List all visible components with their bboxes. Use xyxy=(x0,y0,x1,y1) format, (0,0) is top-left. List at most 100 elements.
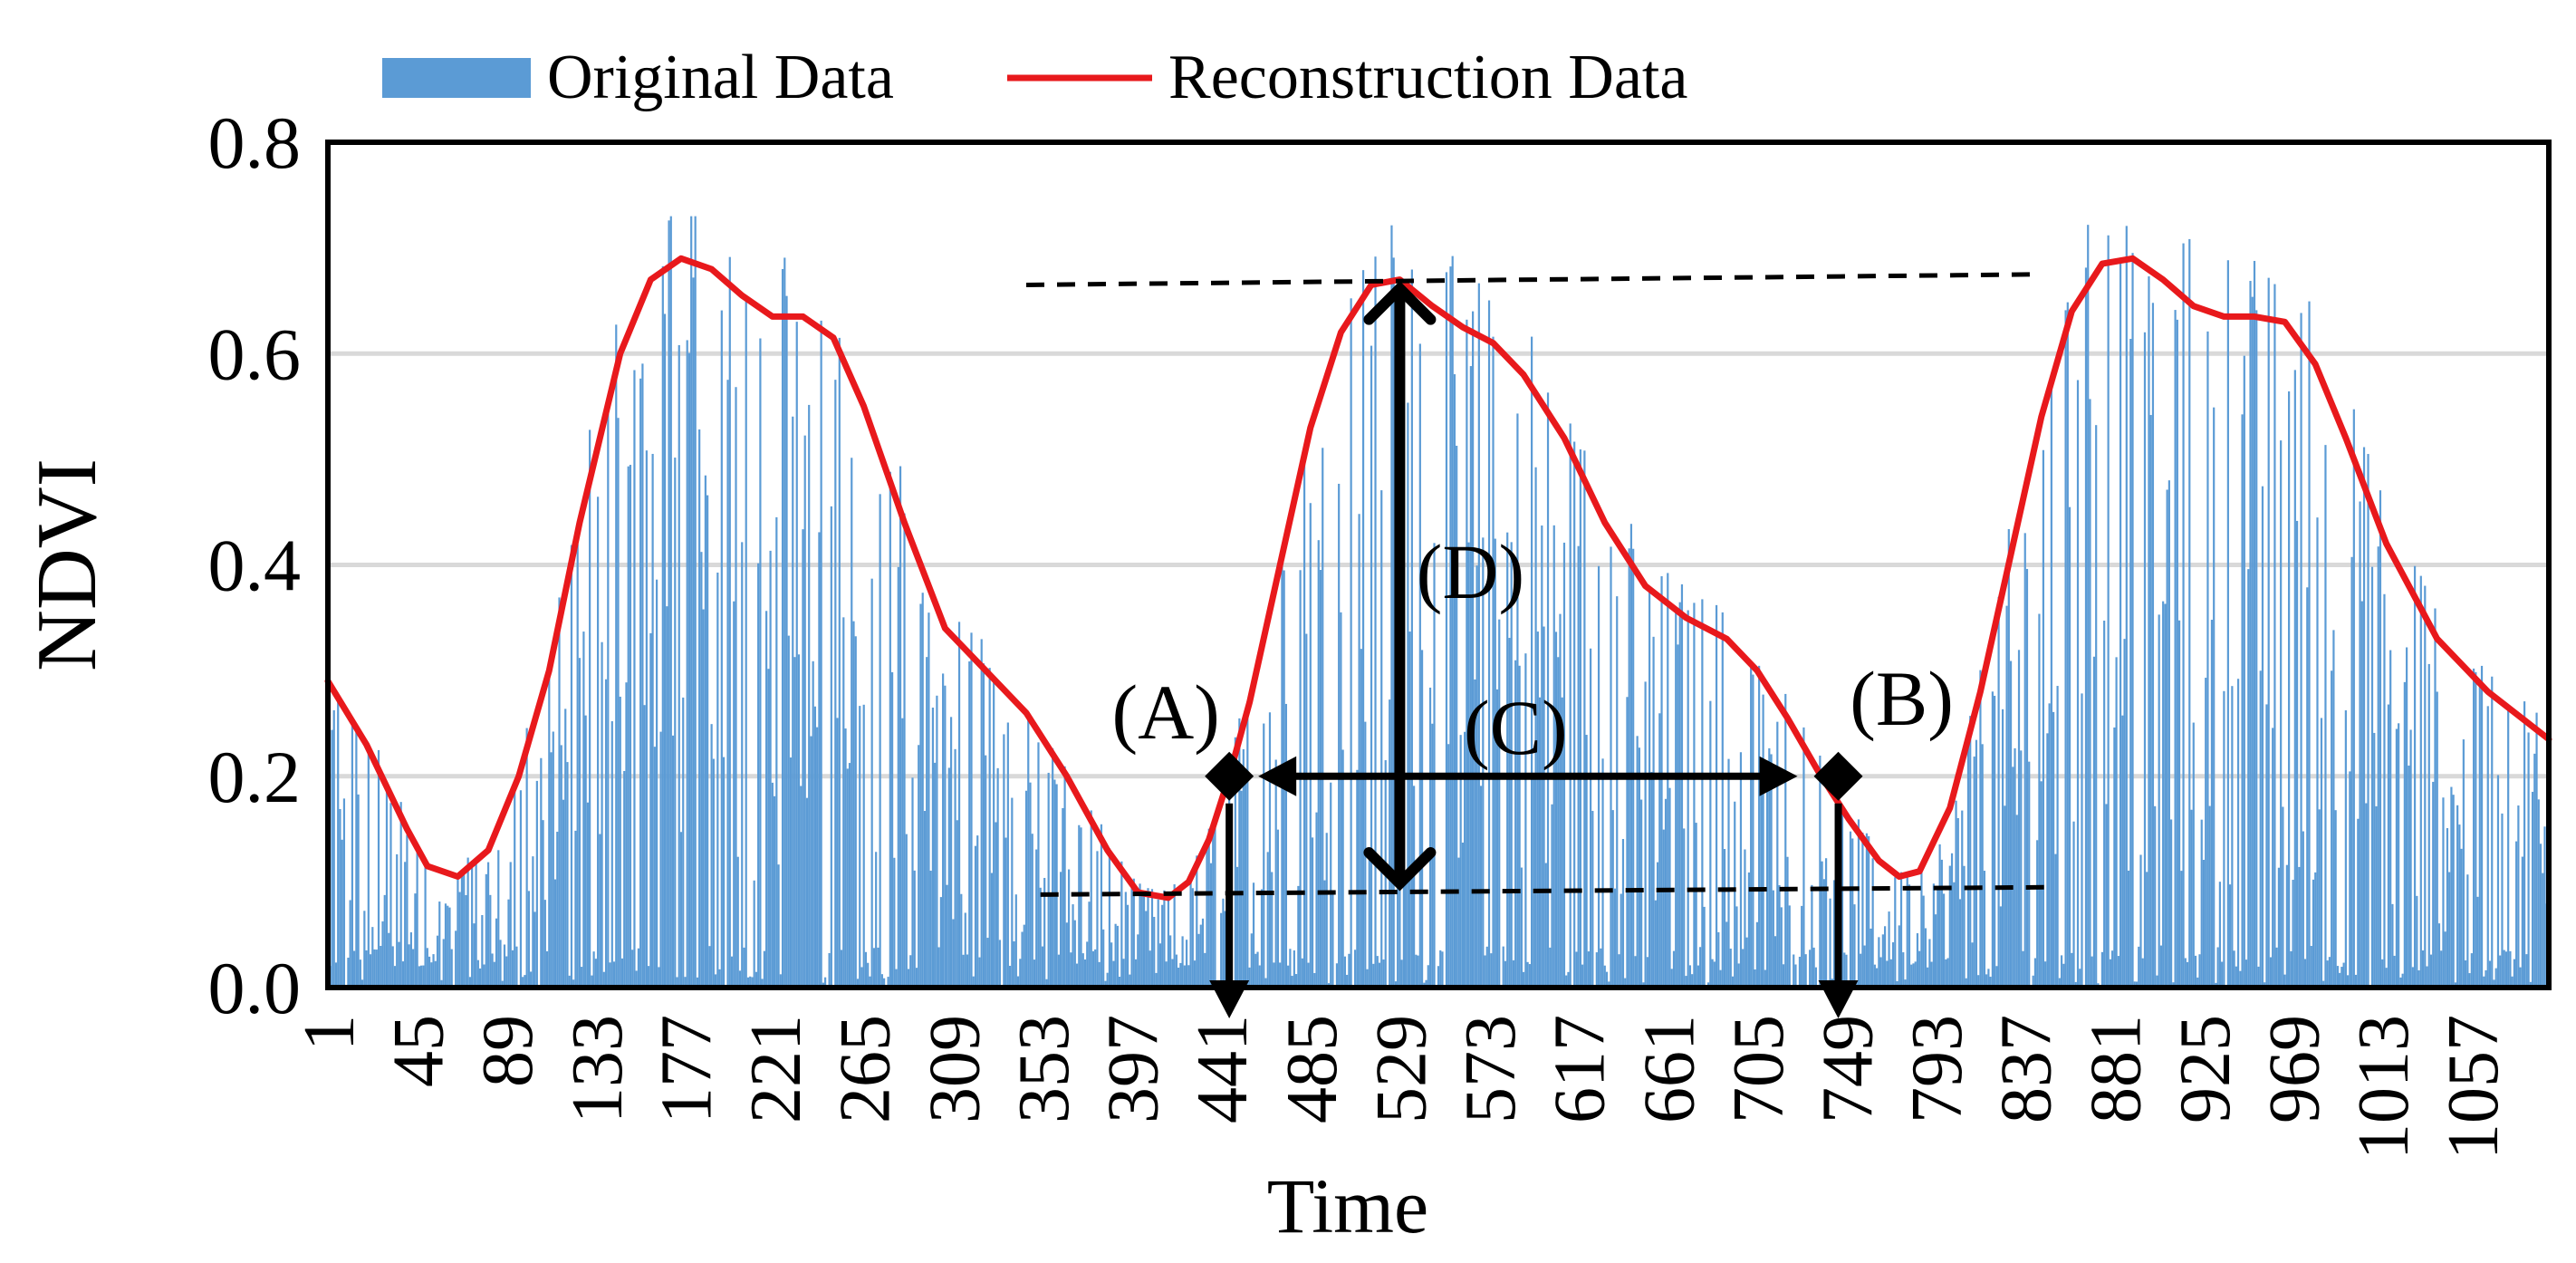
bar xyxy=(792,416,794,988)
bar xyxy=(1472,311,1475,988)
bar xyxy=(2121,715,2124,988)
bar xyxy=(1523,971,1525,988)
bar xyxy=(1616,596,1619,988)
bar xyxy=(761,979,764,988)
bar xyxy=(1677,644,1679,988)
bar xyxy=(1410,269,1413,988)
bar xyxy=(2357,818,2360,988)
bar xyxy=(1155,972,1158,988)
bar xyxy=(783,257,786,988)
bar xyxy=(2231,686,2234,988)
bar xyxy=(2485,969,2487,988)
bar xyxy=(586,802,589,988)
bar xyxy=(2314,872,2317,988)
bar xyxy=(499,940,502,988)
bar xyxy=(1654,900,1657,988)
bar xyxy=(645,450,648,988)
bar xyxy=(1169,935,1172,988)
x-tick-label: 1013 xyxy=(2344,1015,2424,1160)
bar xyxy=(1843,952,1846,988)
bar xyxy=(353,950,356,988)
bar xyxy=(2103,620,2106,988)
bar xyxy=(369,954,372,988)
bar xyxy=(1289,949,1292,988)
bar xyxy=(674,458,677,988)
bar xyxy=(1088,901,1091,988)
bar xyxy=(1510,542,1513,988)
bar xyxy=(1989,977,1992,988)
bar xyxy=(1611,810,1614,988)
bar xyxy=(2143,332,2147,988)
bar xyxy=(746,977,750,988)
bar xyxy=(2247,569,2250,988)
bar xyxy=(412,949,415,988)
bar xyxy=(1315,812,1318,988)
bar xyxy=(824,977,827,988)
bar xyxy=(2446,828,2449,988)
bar xyxy=(2331,670,2333,988)
bar xyxy=(442,939,445,988)
bar xyxy=(2406,647,2408,988)
bar xyxy=(1268,712,1272,988)
bar xyxy=(1274,759,1277,988)
bar xyxy=(810,736,812,988)
bar xyxy=(2379,490,2382,988)
bar xyxy=(562,799,565,988)
bar xyxy=(2107,235,2110,988)
bar xyxy=(1648,587,1651,988)
bar xyxy=(2233,950,2235,988)
bar xyxy=(1004,837,1007,988)
bar xyxy=(629,465,632,988)
bar xyxy=(533,911,536,988)
bar xyxy=(869,976,871,988)
bar xyxy=(1561,697,1563,988)
bar xyxy=(692,277,695,988)
bar xyxy=(1658,713,1661,988)
bar xyxy=(1891,942,1895,988)
bar xyxy=(511,950,514,988)
bar xyxy=(367,746,370,988)
bar xyxy=(1638,747,1640,988)
legend-bar-label: Original Data xyxy=(547,43,894,112)
bar xyxy=(1427,965,1429,988)
bar xyxy=(1768,747,1771,988)
bar xyxy=(522,977,524,988)
bar xyxy=(820,320,822,988)
bar xyxy=(830,506,832,988)
bar xyxy=(2087,225,2090,988)
bar xyxy=(862,704,865,988)
bar xyxy=(623,770,626,988)
bar xyxy=(1175,954,1177,988)
bar xyxy=(1271,872,1274,988)
bar xyxy=(1185,940,1188,988)
bar xyxy=(365,950,368,988)
bar xyxy=(2261,486,2264,988)
bar xyxy=(2537,799,2540,988)
bar xyxy=(2419,575,2422,988)
bar xyxy=(1212,831,1215,988)
bar xyxy=(416,850,418,988)
bar xyxy=(509,862,512,988)
bar xyxy=(1924,928,1927,988)
bar xyxy=(2486,706,2489,988)
bar xyxy=(1199,924,1202,988)
bar xyxy=(1494,538,1496,988)
bar xyxy=(1894,877,1897,988)
bar xyxy=(1358,514,1360,988)
bar xyxy=(2349,771,2351,988)
bar xyxy=(970,632,973,988)
bar xyxy=(1356,769,1359,988)
bar xyxy=(974,845,977,988)
bar xyxy=(1346,974,1349,988)
bar xyxy=(942,673,945,988)
bar xyxy=(385,786,389,988)
bar xyxy=(960,893,963,988)
bar xyxy=(743,947,745,988)
bar xyxy=(964,912,966,988)
bar xyxy=(2529,981,2532,988)
bar xyxy=(1466,319,1468,988)
bar xyxy=(968,661,971,988)
bar xyxy=(1418,343,1421,988)
bar xyxy=(519,790,523,988)
x-tick-label: 969 xyxy=(2255,1015,2335,1123)
